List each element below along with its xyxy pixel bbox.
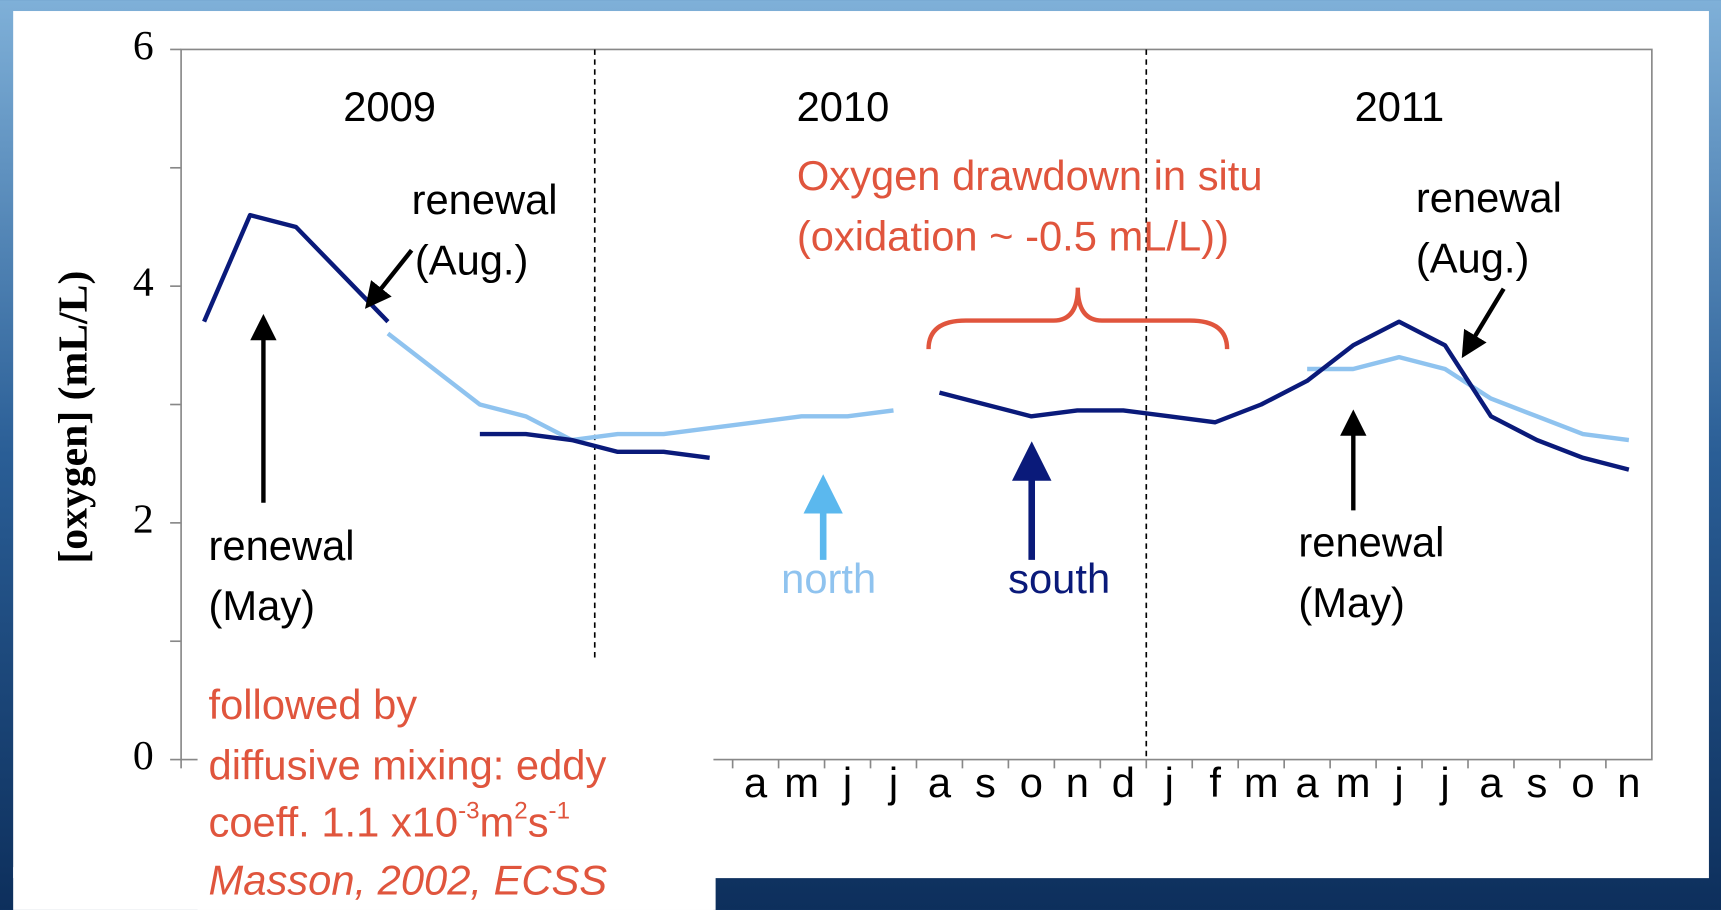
annotation: renewal <box>209 522 355 569</box>
x-tick-label: s <box>1527 759 1548 806</box>
annotation: renewal <box>412 176 558 223</box>
x-tick-label: j <box>887 759 898 806</box>
x-tick-label: j <box>1438 759 1449 806</box>
year-label: 2009 <box>343 83 436 130</box>
annotation: (May) <box>1298 579 1405 626</box>
x-tick-label: m <box>1336 759 1371 806</box>
annotation: renewal <box>1298 519 1444 566</box>
x-tick-label: f <box>1209 759 1221 806</box>
x-tick-label: o <box>1020 759 1043 806</box>
annotation: (May) <box>209 582 316 629</box>
annotation: (oxidation ~ -0.5 mL/L)) <box>797 212 1229 259</box>
y-tick-label: 2 <box>133 496 154 542</box>
y-tick-label: 4 <box>133 260 154 306</box>
annotation: (Aug.) <box>415 236 529 283</box>
arrow <box>1461 287 1506 359</box>
arrow <box>364 248 414 309</box>
annotation: (Aug.) <box>1416 234 1530 281</box>
note: followed by <box>209 681 418 728</box>
note: coeff. 1.1 x10-3m2s-1 <box>209 798 570 846</box>
x-tick-label: n <box>1066 759 1089 806</box>
note-box <box>197 665 714 910</box>
x-tick-label: m <box>784 759 819 806</box>
x-tick-label: a <box>744 759 768 806</box>
x-tick-label: a <box>1479 759 1503 806</box>
series-line <box>202 212 1630 472</box>
note: diffusive mixing: eddy <box>209 741 607 788</box>
x-tick-label: s <box>975 759 996 806</box>
x-tick-label: a <box>928 759 952 806</box>
x-tick-label: j <box>841 759 852 806</box>
x-tick-label: a <box>1296 759 1320 806</box>
citation: Masson, 2002, ECSS <box>209 857 608 904</box>
x-tick-label: n <box>1617 759 1640 806</box>
year-label: 2010 <box>797 83 890 130</box>
year-label: 2011 <box>1355 83 1445 130</box>
x-tick-label: j <box>1392 759 1403 806</box>
brace <box>926 287 1230 350</box>
y-tick-label: 0 <box>133 733 154 779</box>
y-tick-label: 6 <box>133 23 154 69</box>
y-axis-label: [oxygen] (mL/L) <box>50 271 96 564</box>
annotation: renewal <box>1416 174 1562 221</box>
annotation: Oxygen drawdown in situ <box>797 152 1263 199</box>
x-tick-label: d <box>1112 759 1135 806</box>
legend-label: south <box>1008 555 1110 602</box>
x-tick-label: o <box>1571 759 1594 806</box>
legend-label: north <box>781 555 876 602</box>
x-tick-label: m <box>1244 759 1279 806</box>
x-tick-label: j <box>1163 759 1174 806</box>
